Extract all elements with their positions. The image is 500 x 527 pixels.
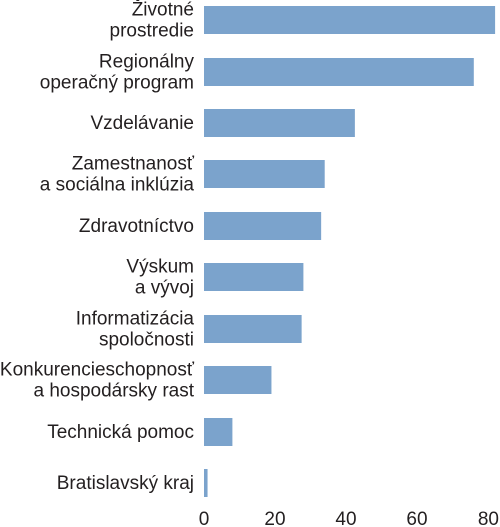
bars-group bbox=[204, 6, 496, 497]
bar bbox=[204, 160, 325, 188]
category-label: Zdravotníctvo bbox=[79, 216, 194, 237]
x-axis-tick-labels: 0 20 40 60 80 bbox=[199, 509, 499, 527]
bar bbox=[204, 315, 302, 343]
bar bbox=[204, 469, 208, 497]
category-label: Informatizácia spoločnosti bbox=[76, 309, 195, 351]
category-label: Životné prostredie bbox=[110, 0, 195, 42]
category-label: Regionálny operačný program bbox=[40, 52, 195, 94]
bar bbox=[204, 212, 322, 240]
x-tick-label: 80 bbox=[478, 509, 499, 527]
category-label: Technická pomoc bbox=[47, 422, 194, 443]
x-tick-label: 60 bbox=[406, 509, 427, 527]
category-label: Výskum a vývoj bbox=[126, 257, 194, 299]
bar bbox=[204, 109, 355, 137]
bar bbox=[204, 58, 474, 86]
x-tick-label: 40 bbox=[335, 509, 356, 527]
bar bbox=[204, 418, 233, 446]
category-label: Vzdelávanie bbox=[90, 113, 194, 134]
category-label: Konkurencieschopnosť a hospodársky rast bbox=[0, 360, 195, 402]
category-label: Bratislavský kraj bbox=[57, 473, 194, 494]
bar bbox=[204, 366, 272, 394]
bar bbox=[204, 263, 304, 291]
category-labels: Životné prostredie Regionálny operačný prog… bbox=[0, 0, 195, 494]
x-tick-label: 20 bbox=[264, 509, 285, 527]
x-tick-label: 0 bbox=[199, 509, 210, 527]
bar bbox=[204, 6, 496, 34]
category-label: Zamestnanosť a sociálna inklúzia bbox=[40, 154, 195, 196]
